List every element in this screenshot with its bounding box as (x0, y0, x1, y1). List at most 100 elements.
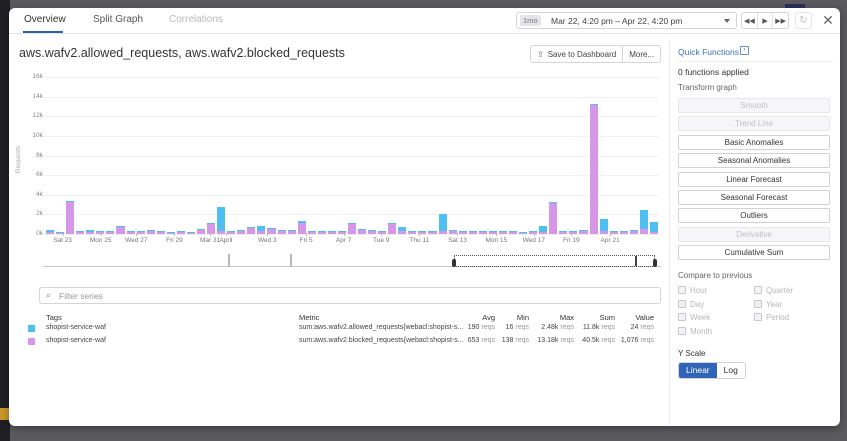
compare-hour-checkbox[interactable]: Hour (678, 286, 707, 295)
bar[interactable] (126, 231, 135, 234)
bar[interactable] (96, 231, 105, 234)
fn-seasonal-forecast-button[interactable]: Seasonal Forecast (678, 190, 830, 205)
bar[interactable] (186, 231, 195, 234)
bar[interactable] (468, 231, 477, 234)
bar[interactable] (267, 228, 276, 234)
bar[interactable] (639, 210, 648, 234)
bar[interactable] (46, 229, 55, 234)
bar[interactable] (287, 230, 296, 234)
rewind-button[interactable]: ◀◀ (742, 13, 758, 28)
y-scale-log-option[interactable]: Log (723, 365, 738, 375)
bar[interactable] (86, 230, 95, 234)
bar[interactable] (569, 230, 578, 234)
bar[interactable] (438, 213, 447, 234)
bar[interactable] (196, 229, 206, 234)
bar[interactable] (347, 222, 357, 234)
bar[interactable] (529, 231, 538, 234)
y-scale-linear-option[interactable]: Linear (679, 363, 717, 378)
bar[interactable] (488, 230, 497, 234)
bar[interactable] (649, 221, 658, 234)
bar[interactable] (277, 230, 286, 234)
bar[interactable] (549, 202, 558, 234)
col-max[interactable]: Max (559, 313, 574, 322)
bar[interactable] (176, 230, 185, 234)
bar[interactable] (428, 231, 437, 234)
timeseries-chart[interactable]: Requests 0k 2k 4k 6k 8k 10k 12k 14k 16k Sat 23 Mo… (9, 68, 669, 268)
close-button[interactable]: ✕ (820, 11, 836, 29)
fn-cumulative-sum-button[interactable]: Cumulative Sum (678, 245, 830, 261)
play-button[interactable]: ▶ (758, 13, 774, 28)
tab-split-graph[interactable]: Split Graph (93, 14, 144, 25)
col-sum[interactable]: Sum (599, 313, 615, 322)
navigator-selection-window[interactable] (451, 255, 657, 267)
compare-day-checkbox[interactable]: Day (678, 299, 704, 309)
quick-functions-link[interactable]: Quick Functions (678, 47, 739, 57)
bar[interactable] (327, 230, 336, 234)
navigator-left-handle[interactable] (451, 259, 456, 267)
bar[interactable] (146, 230, 155, 234)
bar[interactable] (408, 230, 417, 234)
bar[interactable] (317, 230, 326, 234)
bar[interactable] (237, 230, 246, 234)
bar[interactable] (227, 230, 236, 234)
bar[interactable] (297, 220, 306, 234)
fn-basic-anomalies-button[interactable]: Basic Anomalies (678, 134, 830, 150)
fast-forward-button[interactable]: ▶▶ (773, 13, 788, 28)
bar[interactable] (207, 222, 216, 234)
compare-month-checkbox[interactable]: Month (678, 326, 712, 336)
bar[interactable] (66, 201, 75, 234)
bar[interactable] (337, 230, 346, 234)
collapse-panel-icon[interactable]: › (740, 46, 749, 55)
bar[interactable] (539, 225, 548, 234)
bar[interactable] (599, 219, 608, 234)
bar[interactable] (609, 231, 618, 234)
col-avg[interactable]: Avg (482, 313, 495, 322)
bar[interactable] (388, 222, 397, 234)
col-tags[interactable]: Tags (46, 313, 62, 322)
bar[interactable] (589, 104, 598, 234)
bar[interactable] (398, 227, 407, 234)
reset-button[interactable]: ↻ (795, 12, 812, 29)
bar[interactable] (116, 225, 125, 234)
bar[interactable] (579, 230, 588, 234)
more-button[interactable]: More... (622, 46, 660, 62)
navigator-right-handle[interactable] (652, 259, 657, 267)
bar[interactable] (307, 230, 316, 234)
bar[interactable] (106, 230, 115, 234)
fn-linear-forecast-button[interactable]: Linear Forecast (678, 171, 830, 187)
filter-series-field[interactable]: ⌕ (39, 287, 661, 304)
tab-overview[interactable]: Overview (24, 14, 66, 25)
bar[interactable] (418, 231, 427, 234)
bar[interactable] (559, 230, 568, 234)
bar[interactable] (136, 230, 145, 234)
bar[interactable] (257, 226, 266, 234)
bar[interactable] (629, 230, 638, 234)
bar[interactable] (378, 230, 387, 234)
bar[interactable] (217, 206, 226, 234)
bar[interactable] (166, 231, 175, 234)
filter-series-input[interactable] (59, 289, 649, 302)
bar[interactable] (247, 226, 256, 234)
compare-week-checkbox[interactable]: Week (678, 313, 710, 322)
bar[interactable] (448, 230, 457, 234)
bar[interactable] (358, 229, 367, 234)
bar[interactable] (498, 230, 507, 234)
compare-year-checkbox[interactable]: Year (754, 299, 782, 309)
bar[interactable] (368, 230, 377, 234)
bar[interactable] (478, 231, 487, 234)
bar[interactable] (458, 230, 467, 234)
fn-seasonal-anomalies-button[interactable]: Seasonal Anomalies (678, 153, 830, 169)
compare-period-checkbox[interactable]: Period (754, 313, 789, 322)
bar[interactable] (519, 231, 528, 234)
col-metric[interactable]: Metric (299, 313, 320, 322)
time-range-picker[interactable]: 1mo Mar 22, 4:20 pm – Apr 22, 4:20 pm (516, 12, 737, 29)
bar[interactable] (156, 230, 165, 234)
bar[interactable] (56, 232, 65, 234)
save-to-dashboard-button[interactable]: ⇪ Save to Dashboard (531, 46, 622, 62)
bar[interactable] (76, 231, 85, 234)
compare-quarter-checkbox[interactable]: Quarter (754, 286, 793, 295)
bar[interactable] (619, 230, 628, 234)
col-min[interactable]: Min (516, 313, 529, 322)
bar[interactable] (509, 231, 518, 234)
col-value[interactable]: Value (635, 313, 654, 322)
